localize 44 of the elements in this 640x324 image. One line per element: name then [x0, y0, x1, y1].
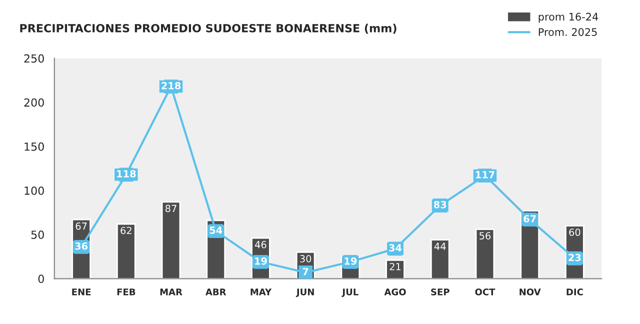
y-tick-label: 250: [24, 54, 44, 63]
data-label: 30: [300, 255, 312, 262]
data-label: 60: [569, 228, 580, 236]
data-label: 83: [434, 200, 446, 208]
data-label: 7: [302, 268, 308, 276]
x-tick-label: AGO: [384, 288, 406, 296]
x-tick-label: JUL: [342, 288, 358, 298]
bar: [430, 239, 450, 279]
y-tick-label: 0: [38, 274, 44, 284]
data-label: 34: [389, 244, 402, 252]
x-tick-label: MAR: [160, 288, 182, 296]
y-tick-label: 100: [24, 186, 44, 195]
x-tick-label: SEP: [431, 288, 450, 296]
data-label: 19: [255, 257, 267, 265]
bar: [116, 223, 136, 279]
x-tick-label: JUN: [296, 288, 314, 298]
data-label: 56: [480, 232, 491, 240]
x-tick-label: FEB: [117, 288, 136, 296]
bar: [475, 228, 495, 279]
data-label: 36: [75, 242, 88, 250]
data-label: 44: [434, 242, 446, 250]
data-label: 54: [210, 226, 222, 234]
data-label: 23: [568, 254, 581, 262]
chart-title: PRECIPITACIONES PROMEDIO SUDOESTE BONAERENSE (mm): [20, 24, 396, 34]
x-tick-label: ENE: [72, 288, 91, 296]
x-tick-label: MAY: [250, 288, 272, 296]
x-tick-label: DIC: [566, 288, 583, 296]
legend-label: prom 16-24: [538, 12, 598, 23]
x-tick-label: OCT: [475, 288, 496, 296]
data-label: 67: [76, 222, 87, 230]
data-label: 46: [255, 240, 266, 248]
data-label: 67: [524, 215, 536, 222]
data-label: 87: [165, 204, 176, 212]
data-label: 19: [344, 257, 357, 265]
y-tick-label: 50: [31, 230, 44, 239]
x-tick-label: ABR: [206, 288, 226, 296]
bar: [386, 259, 405, 279]
data-label: 21: [390, 262, 401, 270]
y-tick-label: 150: [24, 142, 44, 151]
data-label: 62: [120, 226, 132, 234]
legend-label: Prom. 2025: [538, 28, 597, 36]
bar: [161, 201, 181, 279]
y-tick-label: 200: [24, 98, 44, 107]
x-tick-label: NOV: [520, 288, 541, 296]
